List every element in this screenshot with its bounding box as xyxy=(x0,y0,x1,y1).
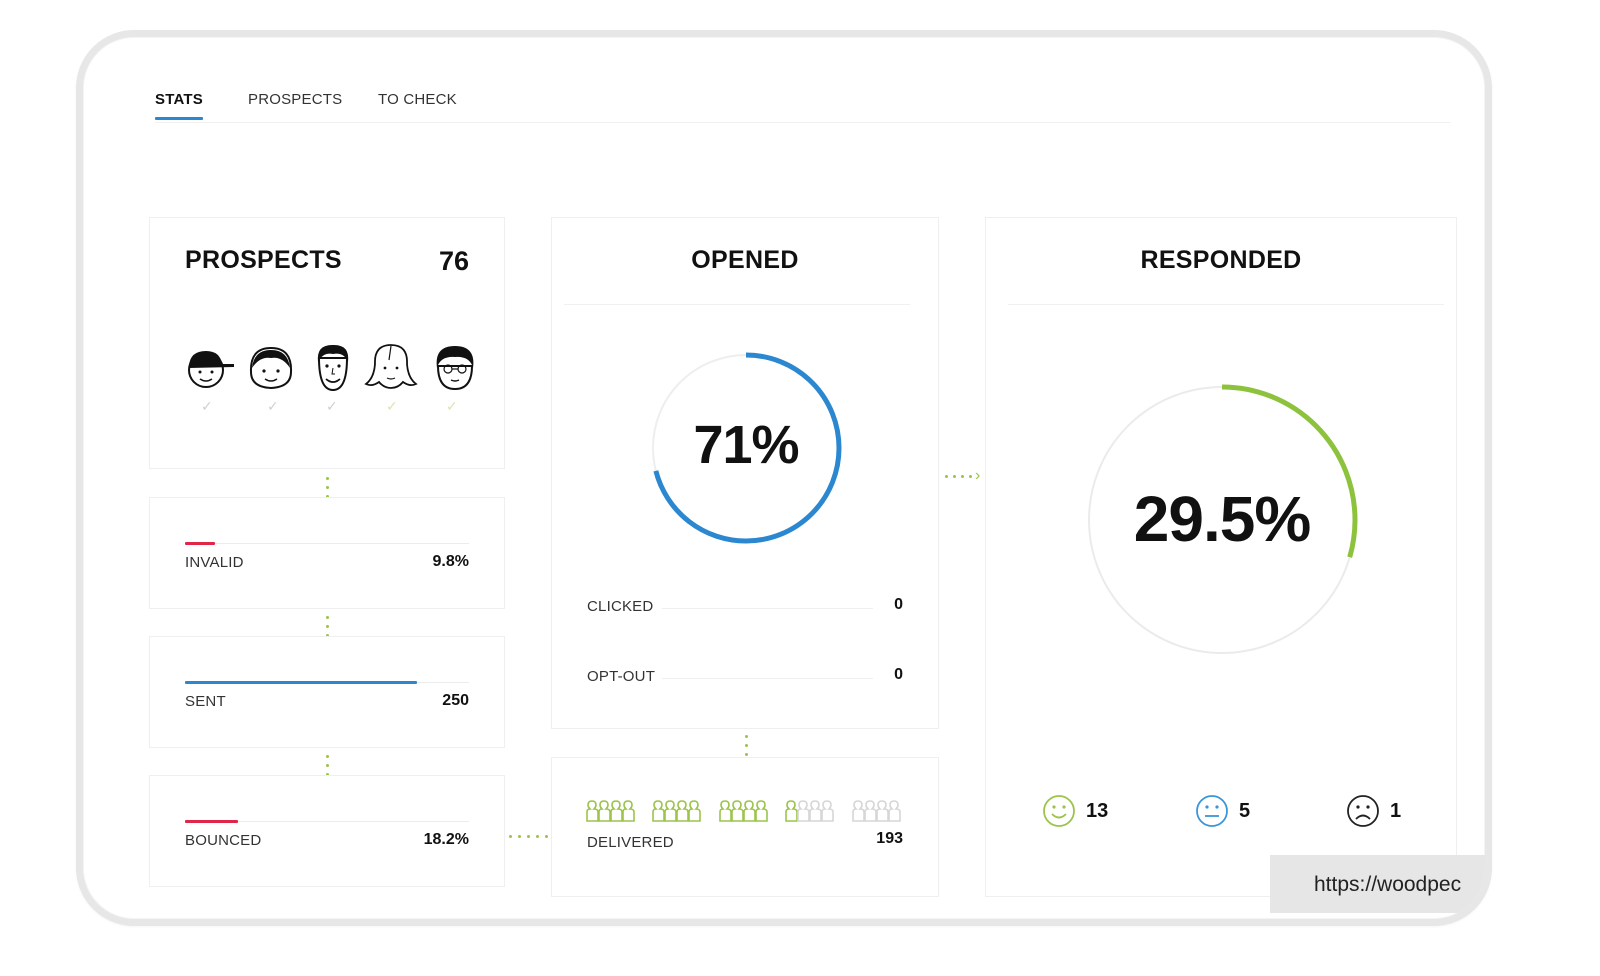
check-icon: ✓ xyxy=(201,398,213,414)
sentiment-neutral: 5 xyxy=(1195,794,1250,828)
url-tooltip: https://woodpec xyxy=(1270,855,1485,913)
connector-dots xyxy=(326,477,330,504)
responded-percent: 29.5% xyxy=(1133,483,1311,555)
clicked-row: CLICKED 0 xyxy=(587,596,903,618)
delivered-value: 193 xyxy=(876,830,903,847)
bounced-label: BOUNCED xyxy=(185,832,262,849)
smiley-sad-icon xyxy=(1347,795,1379,827)
bounced-track xyxy=(185,821,469,822)
neutral-count: 5 xyxy=(1239,799,1251,822)
responded-ring-chart: 29.5% xyxy=(1086,384,1358,656)
chevron-right-icon: › xyxy=(975,467,981,484)
prospects-title: PROSPECTS xyxy=(185,246,342,274)
opened-title: OPENED xyxy=(691,246,799,274)
invalid-label: INVALID xyxy=(185,554,244,571)
clicked-line xyxy=(662,608,873,609)
sent-metric-card: SENT 250 xyxy=(149,636,505,748)
sentiment-positive: 13 xyxy=(1042,794,1108,828)
prospects-count: 76 xyxy=(438,246,469,276)
avatar-girl-bob-icon xyxy=(249,346,293,390)
optout-value: 0 xyxy=(894,666,903,683)
tab-prospects[interactable]: PROSPECTS xyxy=(248,91,343,108)
opened-ring-chart: 71% xyxy=(648,350,844,546)
smiley-happy-icon xyxy=(1043,795,1075,827)
tab-stats[interactable]: STATS xyxy=(155,91,203,120)
avatar-boy-glasses-icon xyxy=(436,346,474,391)
invalid-metric-card: INVALID 9.8% xyxy=(149,497,505,609)
connector-dots xyxy=(326,616,330,643)
check-icon: ✓ xyxy=(386,398,398,414)
check-icon: ✓ xyxy=(446,398,458,414)
opened-percent: 71% xyxy=(693,415,799,475)
clicked-value: 0 xyxy=(894,596,903,613)
check-icon: ✓ xyxy=(267,398,279,414)
negative-count: 1 xyxy=(1390,799,1402,822)
sent-value: 250 xyxy=(442,692,469,709)
connector-dots xyxy=(509,835,548,839)
positive-count: 13 xyxy=(1086,799,1109,822)
clicked-label: CLICKED xyxy=(587,598,654,615)
delivered-card: DELIVERED 193 xyxy=(551,757,939,897)
optout-line xyxy=(662,678,873,679)
people-group-icon xyxy=(719,800,768,822)
people-group-icon xyxy=(852,800,901,822)
sentiment-negative: 1 xyxy=(1346,794,1401,828)
bounced-bar xyxy=(185,820,238,823)
people-icon-row xyxy=(586,800,906,824)
bounced-value: 18.2% xyxy=(423,831,469,848)
bounced-metric-card: BOUNCED 18.2% xyxy=(149,775,505,887)
check-icon: ✓ xyxy=(326,398,338,414)
avatar-row: ✓ ✓ ✓ xyxy=(184,342,474,422)
people-group-icon xyxy=(652,800,701,822)
device-frame: STATS PROSPECTS TO CHECK PROSPECTS 76 ✓ … xyxy=(76,30,1492,926)
people-group-icon xyxy=(785,800,834,822)
people-group-icon xyxy=(586,800,635,822)
tab-bar: STATS PROSPECTS TO CHECK xyxy=(155,91,1451,123)
invalid-bar xyxy=(185,542,215,545)
optout-row: OPT-OUT 0 xyxy=(587,666,903,688)
delivered-label: DELIVERED xyxy=(587,834,674,851)
connector-dots xyxy=(745,735,749,762)
responded-card: RESPONDED 29.5% 13 5 xyxy=(985,217,1457,897)
sent-label: SENT xyxy=(185,693,226,710)
invalid-track xyxy=(185,543,469,544)
prospects-card: PROSPECTS 76 ✓ ✓ xyxy=(149,217,505,469)
tab-to-check[interactable]: TO CHECK xyxy=(378,91,457,108)
avatar-man-short-hair-icon xyxy=(317,344,349,392)
invalid-value: 9.8% xyxy=(432,553,469,570)
ring-icon xyxy=(1086,384,1358,656)
divider xyxy=(564,304,910,305)
avatar-woman-long-hair-icon xyxy=(364,344,418,389)
opened-card: OPENED 71% CLICKED 0 OPT-OUT 0 xyxy=(551,217,939,729)
connector-dots xyxy=(326,755,330,782)
responded-title: RESPONDED xyxy=(1140,246,1302,274)
connector-arrow: › xyxy=(945,467,981,484)
divider xyxy=(1008,304,1444,305)
optout-label: OPT-OUT xyxy=(587,668,656,685)
ring-icon xyxy=(650,352,842,544)
avatar-boy-cap-icon xyxy=(188,351,234,388)
smiley-neutral-icon xyxy=(1196,795,1228,827)
sent-bar xyxy=(185,681,417,684)
